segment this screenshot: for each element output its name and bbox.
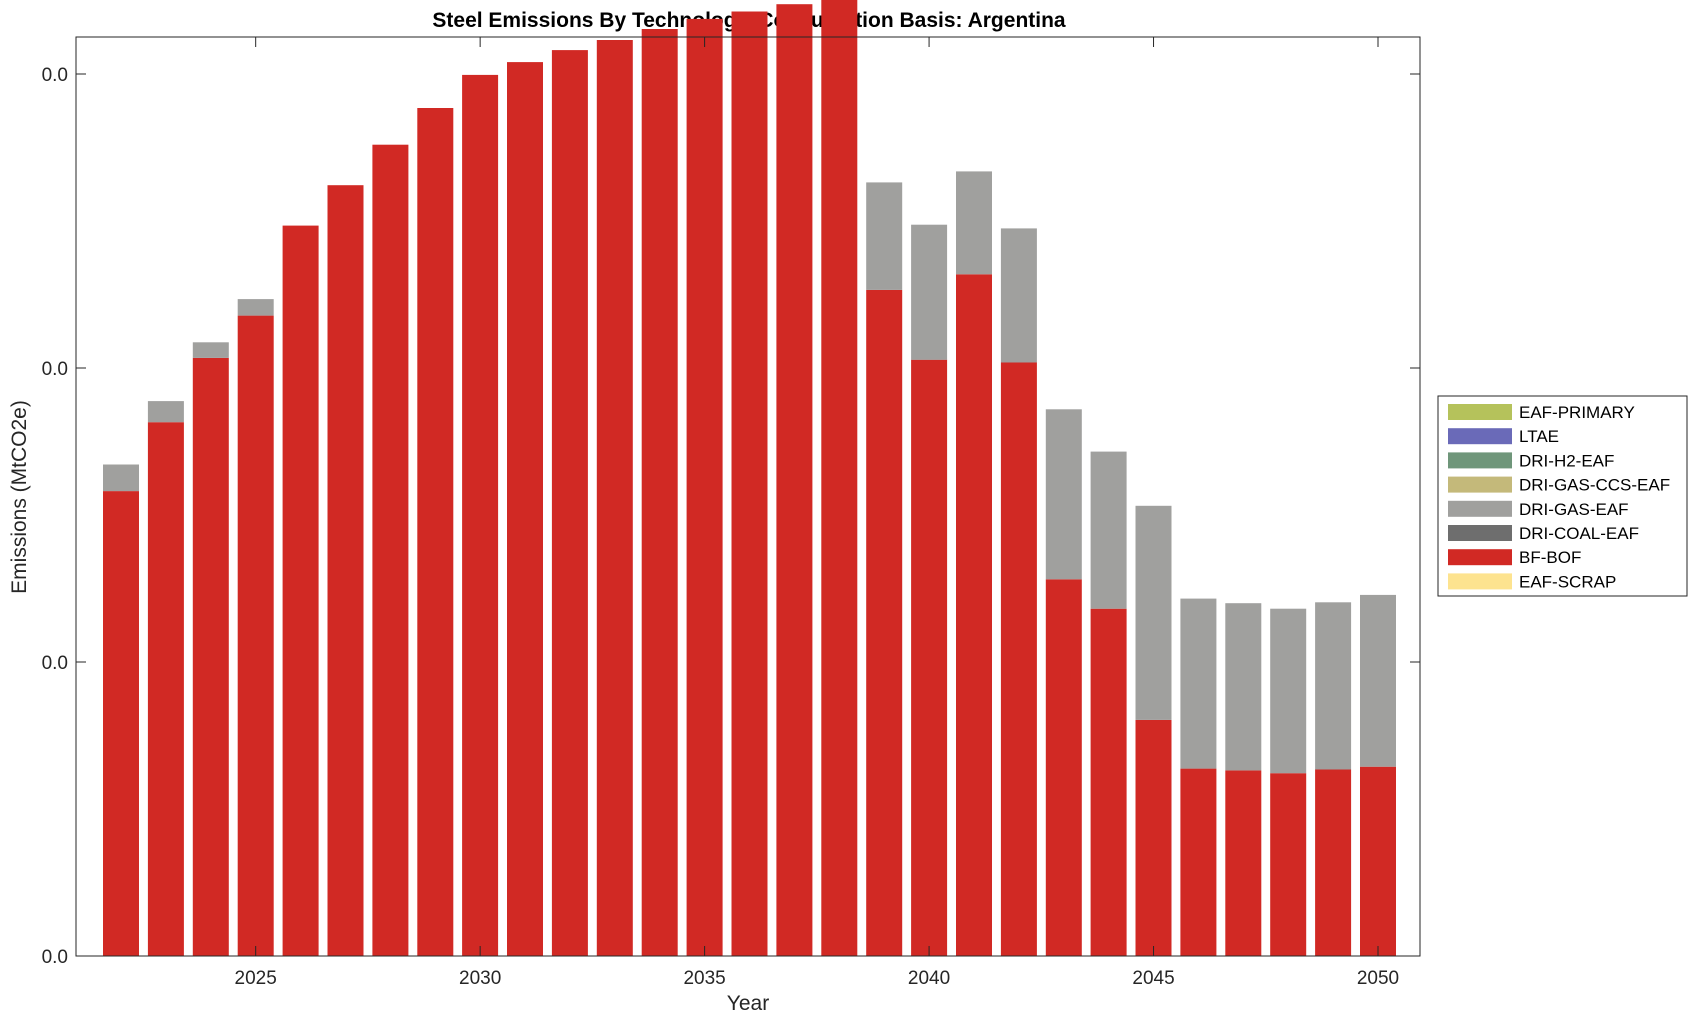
bar-bf-bof-2025 bbox=[237, 315, 274, 957]
bar-bf-bof-2031 bbox=[507, 62, 543, 957]
bar-bf-bof-2035 bbox=[686, 18, 723, 956]
bar-dri-gas-eaf-2047 bbox=[1225, 603, 1262, 771]
bar-dri-gas-eaf-2022 bbox=[103, 464, 139, 492]
bar-dri-gas-eaf-2024 bbox=[192, 342, 229, 358]
y-tick-label-3: 0.0 bbox=[42, 65, 68, 86]
bar-bf-bof-2022 bbox=[103, 491, 139, 956]
bar-bf-bof-2030 bbox=[462, 74, 499, 956]
bar-bf-bof-2028 bbox=[372, 144, 409, 956]
y-tick-label-2: 0.0 bbox=[42, 359, 68, 380]
bar-bf-bof-2046 bbox=[1180, 768, 1217, 956]
bar-bf-bof-2027 bbox=[327, 185, 364, 956]
bar-bf-bof-2048 bbox=[1270, 773, 1307, 956]
bar-bf-bof-2039 bbox=[866, 289, 903, 956]
bar-dri-gas-eaf-2049 bbox=[1315, 602, 1352, 770]
x-tick-label-2025: 2025 bbox=[235, 968, 277, 989]
bar-bf-bof-2036 bbox=[731, 11, 768, 956]
legend: EAF-PRIMARY LTAE DRI-H2-EAF DRI-GAS-CCS-EAF… bbox=[1437, 395, 1688, 597]
bar-dri-gas-eaf-2044 bbox=[1090, 451, 1127, 609]
x-tick-label-2050: 2050 bbox=[1357, 968, 1399, 989]
bar-dri-gas-eaf-2039 bbox=[866, 182, 903, 290]
legend-label-eaf-scrap: EAF-SCRAP bbox=[1519, 572, 1616, 591]
legend-swatch-eaf-scrap bbox=[1448, 573, 1512, 590]
legend-label-dri-coal-eaf: DRI-COAL-EAF bbox=[1519, 524, 1639, 543]
legend-label-bf-bof: BF-BOF bbox=[1519, 548, 1581, 567]
bar-bf-bof-2034 bbox=[641, 29, 678, 956]
bar-bf-bof-2047 bbox=[1225, 770, 1262, 956]
y-tick-label-0: 0.0 bbox=[42, 947, 68, 968]
legend-swatch-dri-gas-ccs-eaf bbox=[1448, 476, 1512, 493]
legend-label-ltae: LTAE bbox=[1519, 427, 1559, 446]
x-tick-label-2045: 2045 bbox=[1132, 968, 1174, 989]
axis-ticks: 2025 2030 2035 2040 2045 2050 0.0 0.0 0.0 0.0 bbox=[42, 37, 1420, 989]
bar-bf-bof-2026 bbox=[282, 225, 319, 957]
bar-bf-bof-2033 bbox=[596, 40, 633, 956]
legend-swatch-dri-h2-eaf bbox=[1448, 452, 1512, 469]
bar-dri-gas-eaf-2042 bbox=[1000, 228, 1037, 363]
legend-label-eaf-primary: EAF-PRIMARY bbox=[1519, 403, 1635, 422]
legend-label-dri-gas-eaf: DRI-GAS-EAF bbox=[1519, 500, 1629, 519]
x-axis-label: Year bbox=[727, 992, 769, 1015]
legend-swatch-eaf-primary bbox=[1448, 404, 1512, 420]
bar-dri-gas-eaf-2046 bbox=[1180, 598, 1217, 769]
bar-bf-bof-2049 bbox=[1315, 769, 1352, 956]
bar-bf-bof-2038 bbox=[821, 0, 858, 956]
legend-label-dri-gas-ccs-eaf: DRI-GAS-CCS-EAF bbox=[1519, 476, 1670, 495]
bar-bf-bof-2029 bbox=[417, 108, 454, 956]
legend-label-dri-h2-eaf: DRI-H2-EAF bbox=[1519, 451, 1614, 470]
bar-bf-bof-2032 bbox=[551, 50, 588, 957]
axes-box bbox=[75, 36, 1421, 957]
y-axis-label: Emissions (MtCO2e) bbox=[8, 400, 31, 594]
legend-swatch-ltae bbox=[1448, 428, 1512, 445]
bar-bf-bof-2040 bbox=[911, 359, 948, 956]
bar-dri-gas-eaf-2041 bbox=[956, 171, 992, 275]
bar-dri-gas-eaf-2043 bbox=[1045, 409, 1082, 580]
x-tick-label-2035: 2035 bbox=[683, 968, 725, 989]
legend-swatch-dri-gas-eaf bbox=[1448, 500, 1512, 517]
bar-bf-bof-2023 bbox=[147, 422, 184, 956]
bar-dri-gas-eaf-2025 bbox=[237, 299, 274, 316]
bar-bf-bof-2050 bbox=[1360, 766, 1396, 956]
bar-dri-gas-eaf-2048 bbox=[1270, 608, 1307, 774]
legend-swatch-dri-coal-eaf bbox=[1448, 525, 1512, 541]
bar-bf-bof-2037 bbox=[776, 4, 813, 956]
x-tick-label-2040: 2040 bbox=[908, 968, 950, 989]
bar-bf-bof-2041 bbox=[956, 274, 992, 956]
bar-bf-bof-2042 bbox=[1000, 362, 1037, 956]
bar-bf-bof-2024 bbox=[192, 357, 229, 956]
legend-swatch-bf-bof bbox=[1448, 549, 1512, 566]
bar-dri-gas-eaf-2050 bbox=[1360, 594, 1396, 767]
bar-bf-bof-2045 bbox=[1135, 719, 1172, 956]
bar-dri-gas-eaf-2040 bbox=[911, 224, 948, 360]
y-tick-label-1: 0.0 bbox=[42, 653, 68, 674]
bar-dri-gas-eaf-2045 bbox=[1135, 505, 1172, 720]
bar-bf-bof-2043 bbox=[1045, 579, 1082, 956]
plot-area bbox=[103, 0, 1396, 957]
x-tick-label-2030: 2030 bbox=[459, 968, 501, 989]
bar-dri-gas-eaf-2023 bbox=[147, 401, 184, 423]
bar-bf-bof-2044 bbox=[1090, 608, 1127, 956]
